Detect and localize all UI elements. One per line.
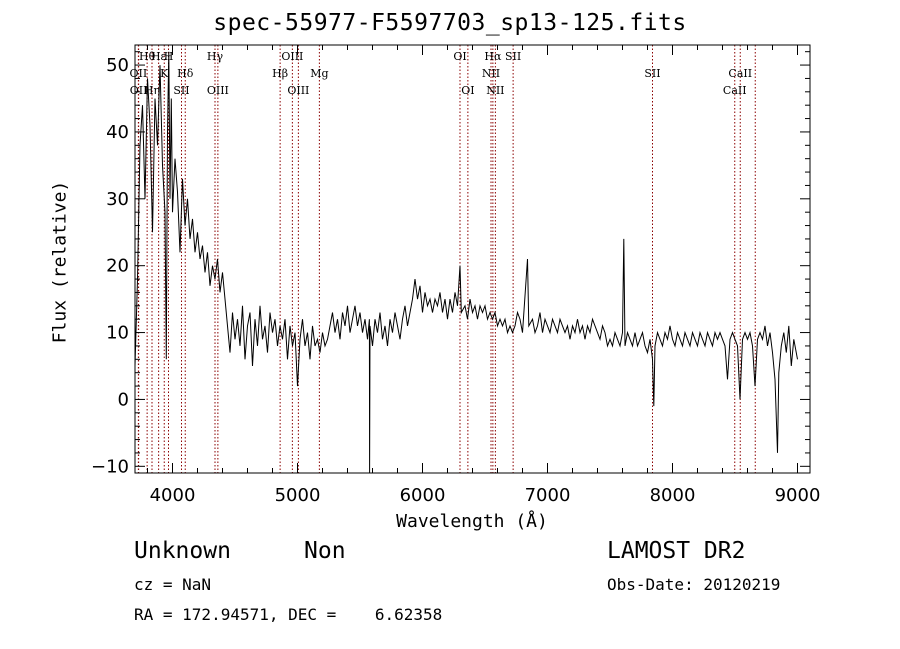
emission-line-label: Hη xyxy=(144,84,160,97)
axis-ticks: 4000 5000 6000 7000 8000 9000 −10 0 10 20 30 40 50 xyxy=(91,45,820,506)
emission-line-label: K xyxy=(160,67,169,80)
y-tick-label: 0 xyxy=(118,389,129,410)
x-tick-label: 5000 xyxy=(275,485,321,506)
emission-line-label: CaII xyxy=(728,67,752,80)
emission-line-label: SII xyxy=(644,67,660,80)
emission-line-label: OI xyxy=(461,84,474,97)
x-tick-label: 4000 xyxy=(150,485,196,506)
emission-line-label: Hε xyxy=(151,50,167,63)
y-tick-label: 50 xyxy=(106,55,129,76)
emission-line-label: Hθ xyxy=(139,50,156,63)
y-tick-label: 40 xyxy=(106,122,129,143)
emission-line-label: NII xyxy=(482,67,500,80)
y-tick-label: 30 xyxy=(106,189,129,210)
emission-line-label: Hδ xyxy=(177,67,194,80)
emission-line-label: NII xyxy=(486,84,504,97)
spectrum-series-line xyxy=(134,51,798,474)
plot-frame xyxy=(134,44,811,474)
x-tick-label: 8000 xyxy=(650,485,696,506)
emission-line-label: OIII xyxy=(207,84,229,97)
emission-line-label: CaII xyxy=(723,84,747,97)
ra-dec-coordinates: RA = 172.94571, DEC = 6.62358 xyxy=(134,605,443,624)
emission-line-markers xyxy=(137,45,756,473)
emission-line-label: Hα xyxy=(484,50,502,63)
redshift-cz: cz = NaN xyxy=(134,575,212,594)
y-axis-label: Flux (relative) xyxy=(49,180,71,344)
emission-line-labels: HθOIIOIIHεKHHηHδSIIHγOIIIHβOIIIOIIIMgOIO… xyxy=(130,50,753,97)
emission-line-label: SII xyxy=(173,84,189,97)
emission-line-label: Mg xyxy=(310,67,328,80)
observation-date: Obs-Date: 20120219 xyxy=(607,575,781,594)
emission-line-label: OI xyxy=(453,50,466,63)
y-tick-label: 10 xyxy=(106,323,129,344)
emission-line-label: Hγ xyxy=(207,50,224,63)
object-subclass: Non xyxy=(304,538,346,564)
x-tick-label: 9000 xyxy=(775,485,821,506)
y-tick-label: 20 xyxy=(106,256,129,277)
survey-name: LAMOST DR2 xyxy=(607,538,746,564)
emission-line-label: SII xyxy=(505,50,521,63)
x-tick-label: 7000 xyxy=(525,485,571,506)
emission-line-label: OIII xyxy=(287,84,309,97)
emission-line-label: OII xyxy=(130,67,148,80)
object-class: Unknown xyxy=(134,538,231,564)
emission-line-label: OIII xyxy=(281,50,303,63)
emission-line-label: OII xyxy=(130,84,148,97)
chart-title: spec-55977-F5597703_sp13-125.fits xyxy=(213,10,687,36)
emission-line-label: Hβ xyxy=(272,67,288,80)
y-tick-label: −10 xyxy=(91,456,129,477)
x-axis-label: Wavelength (Å) xyxy=(396,511,548,532)
x-tick-label: 6000 xyxy=(400,485,446,506)
